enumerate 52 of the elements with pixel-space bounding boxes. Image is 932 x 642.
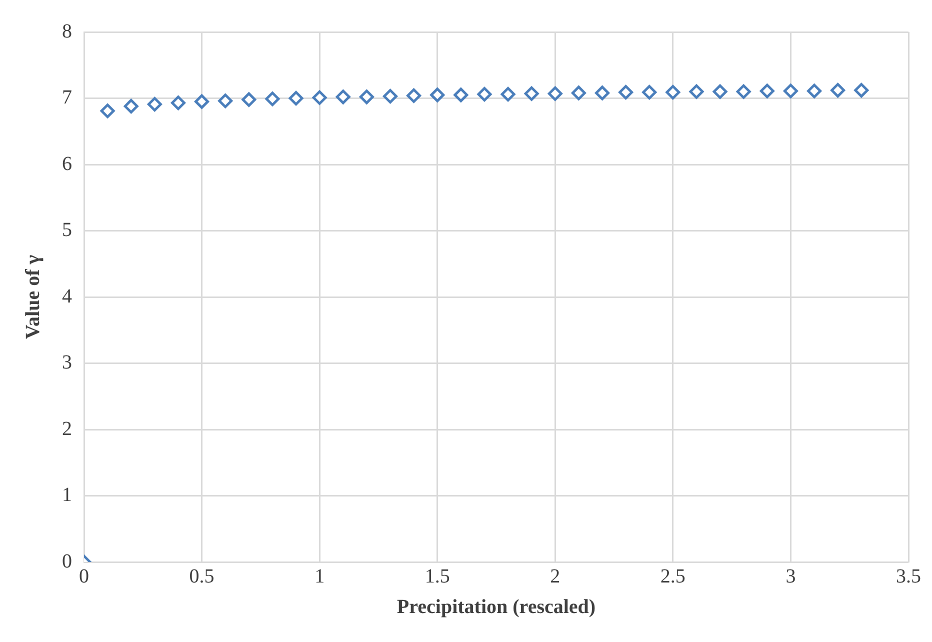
point — [736, 84, 751, 99]
y-tick-label: 5 — [62, 219, 72, 241]
x-tick-label: 3 — [786, 565, 796, 588]
y-tick-label: 1 — [62, 484, 72, 506]
point — [548, 86, 562, 101]
y-tick-label: 2 — [62, 418, 72, 440]
point — [712, 84, 728, 99]
y-tick-label: 0 — [62, 550, 72, 572]
point — [336, 90, 350, 104]
point — [312, 90, 327, 105]
point — [406, 88, 422, 103]
point — [595, 86, 610, 100]
y-tick-label: 6 — [62, 152, 72, 175]
point — [618, 85, 634, 100]
x-axis-title: Precipitation (rescaled) — [396, 596, 596, 618]
point — [170, 96, 186, 110]
y-tick-label: 7 — [62, 86, 72, 108]
y-axis-title: Value of γ — [22, 254, 44, 340]
point — [100, 104, 115, 118]
point — [500, 87, 516, 102]
x-tick-label: 1.5 — [424, 565, 450, 588]
point — [454, 88, 468, 102]
x-tick-label: 0 — [79, 565, 89, 588]
point — [147, 96, 162, 112]
y-tick-label: 8 — [62, 20, 72, 42]
point — [666, 85, 680, 100]
point — [642, 85, 657, 100]
point — [807, 84, 822, 98]
point — [124, 98, 138, 114]
x-tick-label: 3.5 — [896, 565, 921, 588]
y-tick-label: 4 — [62, 285, 72, 308]
point — [854, 83, 869, 98]
point — [265, 92, 280, 106]
point — [689, 84, 704, 99]
x-tick-label: 0.5 — [189, 565, 214, 588]
point — [194, 94, 210, 109]
point — [430, 88, 445, 102]
y-tick-label: 3 — [62, 352, 72, 374]
point — [288, 91, 304, 106]
point — [218, 94, 233, 108]
point — [359, 90, 374, 104]
point — [760, 84, 774, 98]
point — [830, 83, 846, 98]
point — [783, 84, 798, 98]
point — [477, 87, 492, 102]
x-tick-label: 2.5 — [660, 565, 686, 588]
point — [242, 92, 256, 107]
point — [524, 86, 539, 101]
x-tick-label: 1 — [314, 565, 325, 588]
point — [382, 89, 398, 104]
x-tick-label: 2 — [550, 565, 560, 588]
point — [571, 86, 586, 100]
